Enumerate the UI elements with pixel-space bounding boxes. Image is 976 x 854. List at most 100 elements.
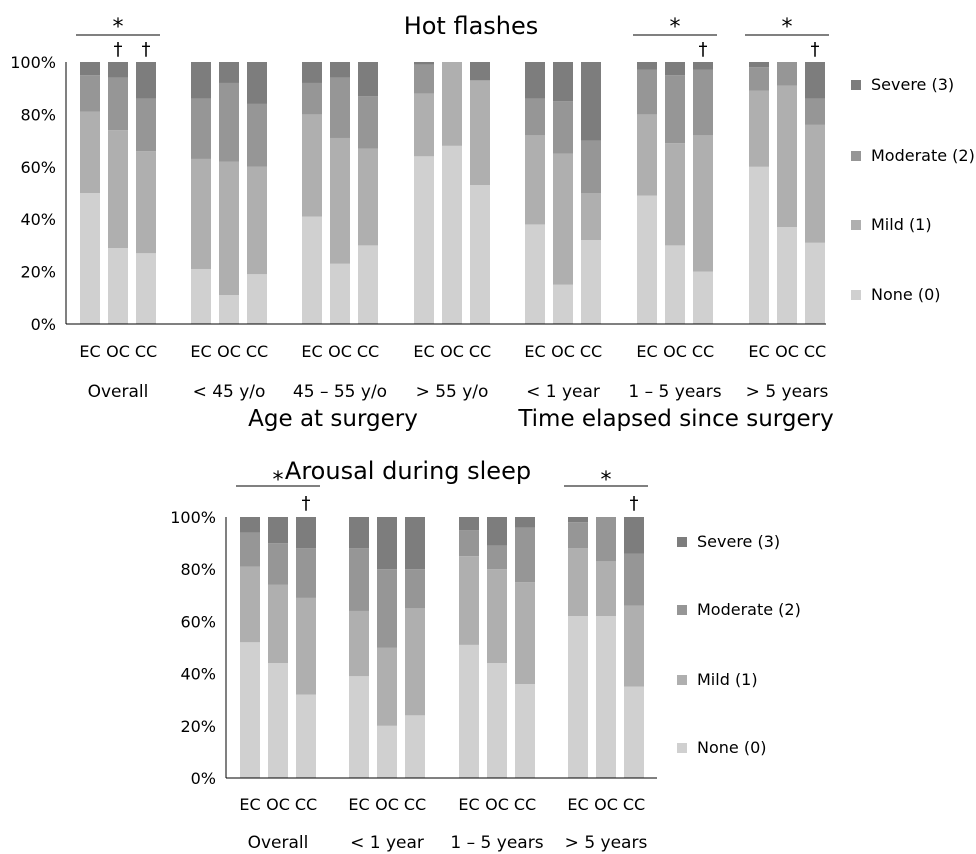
bar-segment-none — [358, 245, 378, 324]
bar-segment-none — [665, 245, 685, 324]
bar-segment-mild — [665, 143, 685, 246]
y-tick-label: 80% — [180, 560, 216, 579]
bar-segment-severe — [470, 62, 490, 81]
bar-label: OC — [594, 795, 618, 814]
bar-segment-severe — [805, 62, 825, 99]
bar-segment-severe — [624, 517, 644, 554]
bar-segment-none — [487, 663, 507, 778]
y-tick-label: 100% — [170, 508, 216, 527]
bar-segment-severe — [377, 517, 397, 570]
bar-segment-mild — [358, 148, 378, 246]
bar-label: EC — [458, 795, 479, 814]
legend-label: Severe (3) — [871, 75, 954, 94]
bar-segment-severe — [637, 62, 657, 70]
bar-segment-moderate — [581, 140, 601, 193]
bar-label: OC — [551, 342, 575, 361]
y-tick-label: 40% — [20, 210, 56, 229]
legend-swatch-severe — [677, 537, 687, 547]
bar-label: CC — [514, 795, 536, 814]
y-tick-label: 40% — [180, 665, 216, 684]
bar-label: EC — [413, 342, 434, 361]
bar-segment-moderate — [414, 64, 434, 94]
bar-label: EC — [301, 342, 322, 361]
bar-segment-moderate — [330, 77, 350, 138]
bar-segment-moderate — [749, 67, 769, 91]
bar-segment-mild — [568, 548, 588, 617]
legend-label: Severe (3) — [697, 532, 780, 551]
arousal-sleep-chart: Arousal during sleep 0% 20% 40% 60% 80% 100% EC… — [170, 457, 801, 853]
bar-segment-mild — [805, 124, 825, 243]
y-tick-label: 60% — [20, 158, 56, 177]
y-tick-label: 20% — [180, 717, 216, 736]
bar-label: OC — [328, 342, 352, 361]
bar-segment-moderate — [240, 532, 260, 567]
bar-label: OC — [266, 795, 290, 814]
bar-segment-mild — [296, 597, 316, 695]
bar-segment-mild — [108, 130, 128, 249]
bar-segment-mild — [80, 111, 100, 193]
significance-dagger: † — [630, 493, 639, 514]
bar-segment-moderate — [349, 548, 369, 611]
bar-segment-mild — [240, 566, 260, 643]
bar-segment-severe — [749, 62, 769, 68]
bar-segment-severe — [302, 62, 322, 83]
bar-segment-none — [459, 644, 479, 778]
bar-segment-severe — [693, 62, 713, 70]
bar-segment-mild — [553, 153, 573, 285]
bar-segment-mild — [470, 80, 490, 186]
bar-label: CC — [580, 342, 602, 361]
bar-label: CC — [295, 795, 317, 814]
bar-segment-severe — [268, 517, 288, 544]
bar-segment-severe — [414, 62, 434, 65]
significance-dagger: † — [699, 39, 708, 60]
legend-label: None (0) — [871, 285, 941, 304]
bar-segment-moderate — [805, 98, 825, 125]
bar-label: OC — [775, 342, 799, 361]
bar-segment-none — [470, 185, 490, 324]
legend-label: Mild (1) — [871, 215, 932, 234]
bar-segment-moderate — [568, 522, 588, 549]
bar-segment-none — [637, 195, 657, 324]
y-tick-label: 60% — [180, 612, 216, 631]
bar-segment-moderate — [515, 527, 535, 583]
legend-label: Moderate (2) — [871, 146, 975, 165]
bar-segment-mild — [637, 114, 657, 196]
legend-swatch-moderate — [851, 151, 861, 161]
bar-segment-none — [553, 284, 573, 324]
bar-segment-mild — [749, 90, 769, 167]
significance-star: * — [601, 468, 612, 493]
bar-segment-none — [80, 193, 100, 324]
group-label: < 45 y/o — [193, 382, 266, 402]
bar-segment-mild — [624, 605, 644, 687]
bar-segment-mild — [191, 158, 211, 269]
bar-segment-none — [349, 676, 369, 778]
legend-swatch-mild — [677, 675, 687, 685]
bar-segment-moderate — [596, 517, 616, 562]
bar-label: EC — [636, 342, 657, 361]
bar-segment-mild — [515, 582, 535, 685]
bar-segment-severe — [553, 62, 573, 102]
bar-label: OC — [485, 795, 509, 814]
y-tick-label: 20% — [20, 263, 56, 282]
bar-segment-moderate — [302, 82, 322, 115]
bar-segment-severe — [405, 517, 425, 570]
bar-segment-mild — [247, 166, 267, 275]
bar-segment-none — [749, 166, 769, 324]
bar-label: EC — [524, 342, 545, 361]
bar-segment-none — [268, 663, 288, 778]
bar-segment-none — [191, 268, 211, 324]
bar-segment-severe — [240, 517, 260, 533]
bar-segment-severe — [665, 62, 685, 76]
bar-segment-none — [693, 271, 713, 324]
legend-swatch-severe — [851, 80, 861, 90]
bar-segment-moderate — [80, 75, 100, 112]
bar-segment-none — [296, 694, 316, 778]
significance-dagger: † — [811, 39, 820, 60]
bar-segment-moderate — [405, 569, 425, 609]
bar-segment-moderate — [665, 75, 685, 144]
bar-segment-severe — [568, 517, 588, 523]
bar-segment-mild — [414, 93, 434, 157]
bar-segment-mild — [330, 137, 350, 264]
bar-segment-mild — [302, 114, 322, 217]
bar-segment-none — [624, 686, 644, 778]
